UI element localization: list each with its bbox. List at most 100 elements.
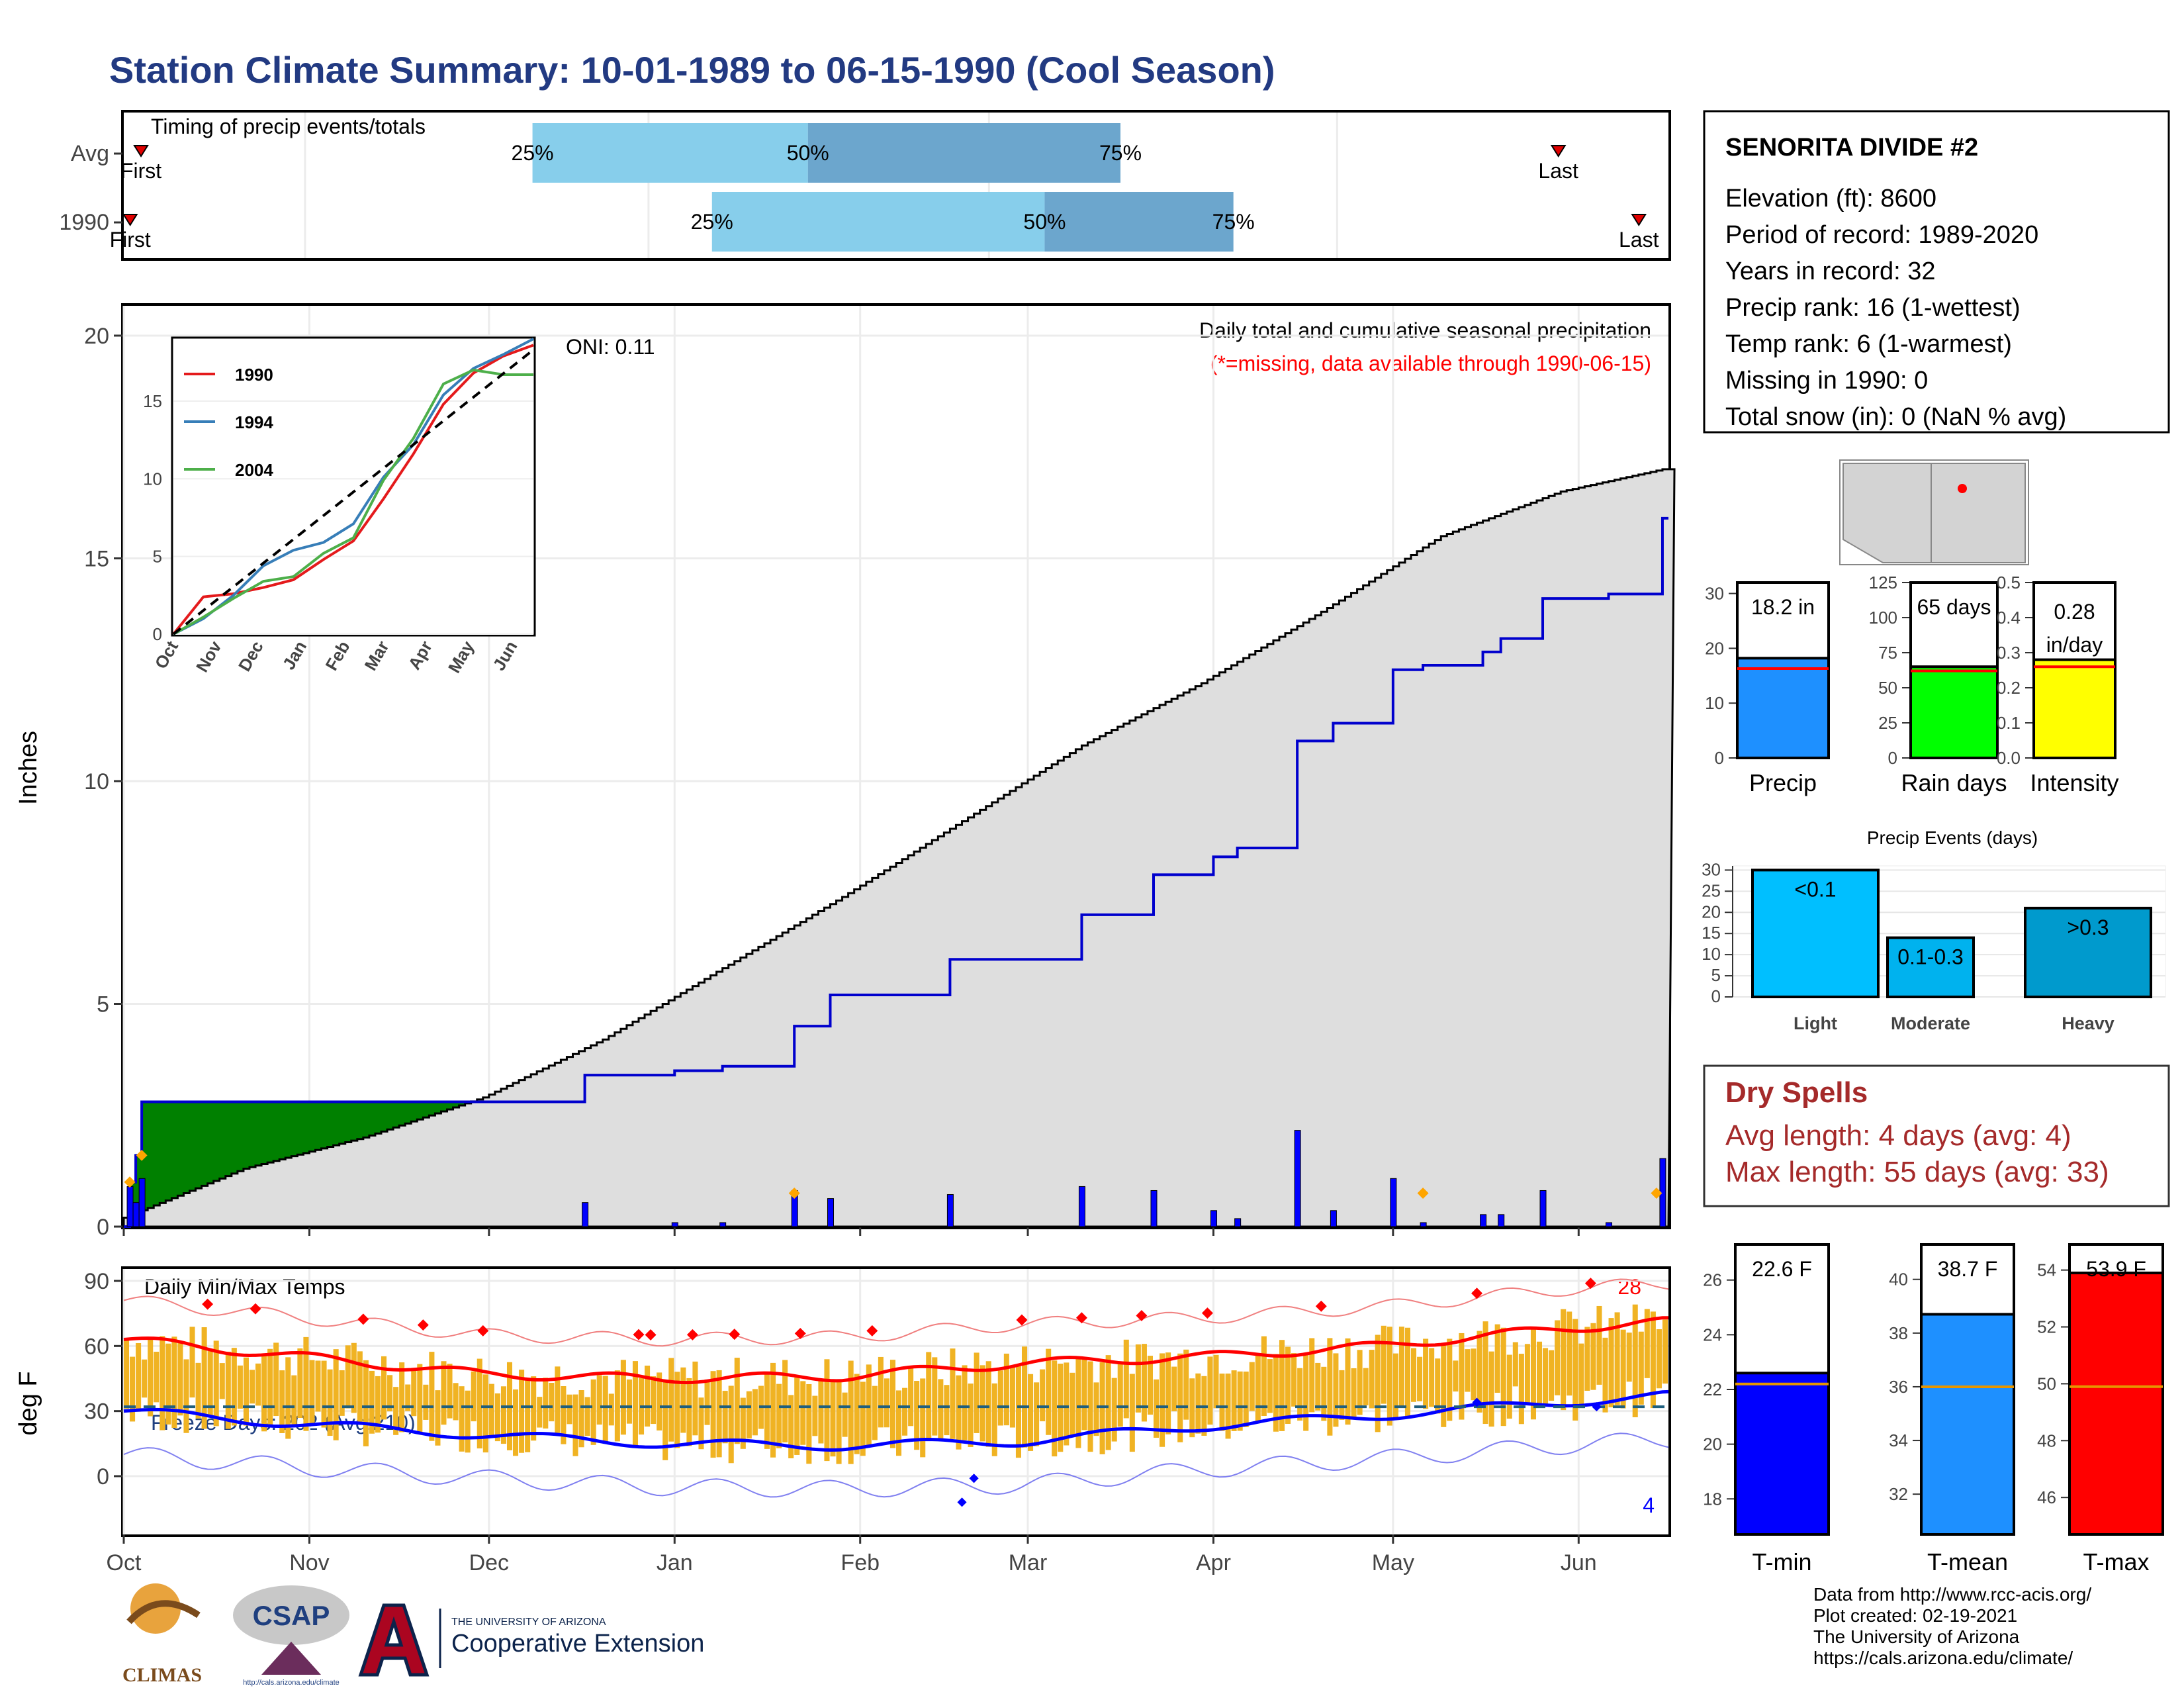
daily-precip-bar xyxy=(719,1222,727,1227)
daily-temp-bar xyxy=(1219,1374,1225,1431)
daily-temp-bar xyxy=(746,1391,752,1439)
daily-temp-bar xyxy=(1429,1348,1435,1407)
daily-temp-bar xyxy=(830,1380,836,1457)
daily-precip-bar xyxy=(1234,1218,1242,1227)
record-high-marker xyxy=(794,1327,806,1339)
daily-temp-bar xyxy=(985,1361,991,1447)
daily-temp-bar xyxy=(889,1360,895,1448)
daily-temp-bar xyxy=(171,1336,177,1429)
temp-summary-name: T-min xyxy=(1752,1548,1812,1575)
last-event-label: Last xyxy=(1619,228,1659,252)
record-high-marker xyxy=(633,1329,645,1340)
daily-temp-bar xyxy=(686,1378,692,1446)
daily-temp-bar xyxy=(1614,1312,1620,1405)
summary-bar-name: Rain days xyxy=(1901,769,2007,796)
daily-temp-bar xyxy=(339,1370,345,1416)
daily-temp-bar xyxy=(1315,1362,1321,1411)
temp-summary-ytick-label: 46 xyxy=(2037,1487,2056,1507)
summary-ytick-label: 10 xyxy=(1705,693,1724,713)
precip-anomaly-fill xyxy=(177,1102,184,1196)
daily-temp-bar xyxy=(1590,1323,1596,1390)
daily-temp-bar xyxy=(543,1378,549,1429)
ua-block-a xyxy=(358,1603,430,1677)
footer-line: The University of Arizona xyxy=(1813,1626,2020,1647)
daily-temp-bar xyxy=(1154,1379,1160,1438)
timing-bar-25-50 xyxy=(711,192,1045,252)
timing-pct-label: 25% xyxy=(512,141,554,165)
footer-line: https://cals.arizona.edu/climate/ xyxy=(1813,1648,2073,1668)
daily-temp-bar xyxy=(1034,1382,1040,1446)
daily-temp-bar xyxy=(794,1378,800,1455)
timing-pct-label: 50% xyxy=(787,141,829,165)
daily-temp-bar xyxy=(351,1342,357,1413)
daily-temp-bar xyxy=(357,1351,363,1422)
daily-temp-bar xyxy=(950,1348,956,1439)
daily-temp-bar xyxy=(494,1393,500,1442)
daily-temp-bar xyxy=(525,1379,531,1452)
dry-spells-avg: Avg length: 4 days (avg: 4) xyxy=(1725,1119,2071,1152)
daily-temp-bar xyxy=(345,1345,351,1409)
daily-temp-bar xyxy=(1255,1355,1261,1423)
precip-anomaly-fill xyxy=(369,1102,376,1136)
climas-logo: CLIMAS xyxy=(113,1583,212,1686)
daily-temp-bar xyxy=(926,1352,932,1440)
daily-temp-bar xyxy=(261,1354,267,1432)
summary-ytick-label: 0.2 xyxy=(1997,678,2021,698)
temp-summary-ytick-label: 50 xyxy=(2037,1374,2056,1393)
daily-temp-bar xyxy=(1411,1348,1417,1402)
daily-temp-bar xyxy=(387,1375,393,1412)
max-count-label: 28 xyxy=(1617,1275,1641,1299)
daily-temp-bar xyxy=(1567,1311,1572,1396)
footer-line: Data from http://www.rcc-acis.org/ xyxy=(1813,1584,2091,1605)
observed-cumulative-line xyxy=(124,516,1668,1228)
locator-map xyxy=(1839,459,2029,565)
daily-temp-bar xyxy=(1183,1349,1189,1420)
daily-temp-bar xyxy=(1488,1351,1494,1427)
daily-max-marker xyxy=(1417,1188,1429,1199)
daily-temp-bar xyxy=(645,1366,651,1427)
record-max-line xyxy=(123,1278,1669,1347)
summary-ytick-label: 25 xyxy=(1878,713,1897,733)
daily-temp-bar xyxy=(1177,1353,1183,1442)
temp-month-label: Mar xyxy=(1009,1550,1048,1575)
daily-temp-bar xyxy=(1632,1304,1638,1418)
dry-spells-panel: Dry Spells Avg length: 4 days (avg: 4) M… xyxy=(1703,1064,2170,1207)
daily-temp-bar xyxy=(1303,1354,1309,1431)
temp-summary-ytick-label: 34 xyxy=(1889,1430,1908,1450)
ua-logo-small-text: THE UNIVERSITY OF ARIZONA xyxy=(451,1617,606,1628)
daily-temp-bar xyxy=(519,1370,525,1453)
daily-temp-bar xyxy=(1602,1337,1608,1413)
precip-anomaly-fill xyxy=(393,1102,400,1128)
precip-anomaly-fill xyxy=(189,1102,197,1191)
first-event-label: First xyxy=(120,159,161,183)
daily-temp-bar xyxy=(1231,1370,1237,1431)
daily-temp-bar xyxy=(1465,1349,1471,1392)
daily-temp-bar xyxy=(1572,1319,1578,1421)
temp-summary-value: 53.9 F xyxy=(2086,1257,2146,1281)
temp-month-label: Jun xyxy=(1561,1550,1597,1575)
inset-series-line xyxy=(173,368,533,635)
temp-summary-bar-t-mean xyxy=(1920,1313,2015,1536)
summary-bar-intensity xyxy=(2032,658,2116,759)
daily-temp-bar xyxy=(590,1379,596,1445)
daily-temp-bar xyxy=(471,1371,477,1422)
inset-legend-label: 1990 xyxy=(235,365,273,385)
daily-temp-bar xyxy=(1477,1331,1482,1413)
daily-temp-bar xyxy=(800,1381,806,1445)
events-bar-label: <0.1 xyxy=(1794,877,1836,901)
summary-ytick-label: 0 xyxy=(1715,748,1724,768)
daily-temp-bar xyxy=(764,1373,770,1449)
daily-temp-bar xyxy=(1662,1319,1668,1384)
daily-precip-bar xyxy=(1390,1178,1397,1227)
precip-anomaly-fill xyxy=(237,1102,244,1172)
precip-anomaly-fill xyxy=(231,1102,238,1174)
daily-temp-bar xyxy=(716,1370,722,1458)
daily-temp-bar xyxy=(1003,1353,1009,1426)
precip-anomaly-fill xyxy=(357,1102,364,1139)
events-ytick-label: 20 xyxy=(1702,902,1721,921)
timing-pct-label: 75% xyxy=(1212,210,1255,234)
precip-anomaly-fill xyxy=(435,1102,441,1114)
daily-temp-bar xyxy=(279,1370,285,1434)
record-high-marker xyxy=(1201,1307,1213,1319)
